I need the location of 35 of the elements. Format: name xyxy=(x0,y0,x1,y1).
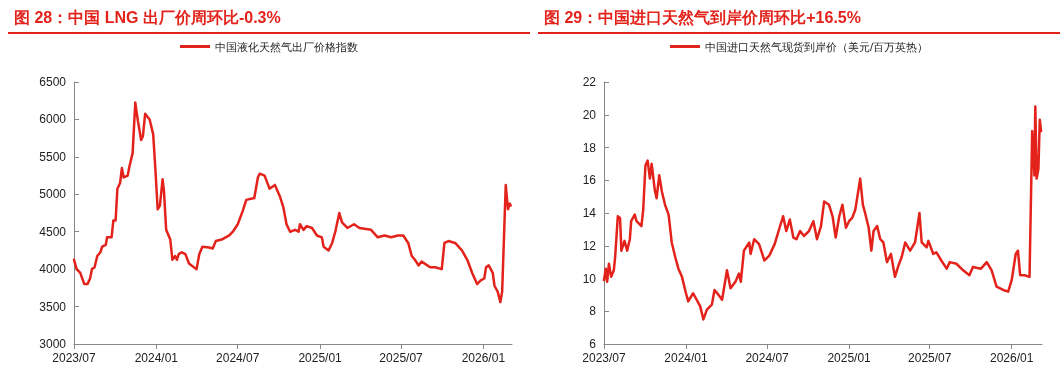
y-tick-label: 14 xyxy=(582,206,597,220)
x-tick-label: 2025/07 xyxy=(379,351,424,365)
y-tick-label: 5500 xyxy=(39,149,67,164)
y-tick-label: 4000 xyxy=(39,262,67,277)
x-tick-label: 2024/07 xyxy=(745,351,790,365)
y-tick-label: 3000 xyxy=(39,337,67,351)
y-tick-label: 18 xyxy=(582,140,597,155)
y-tick-label: 6000 xyxy=(39,112,67,127)
x-tick-label: 2024/01 xyxy=(664,351,708,365)
legend-label: 中国液化天然气出厂价格指数 xyxy=(215,40,358,53)
y-tick-label: 8 xyxy=(589,304,597,319)
x-tick-label: 2025/01 xyxy=(827,351,872,365)
x-tick-label: 2023/07 xyxy=(582,351,627,365)
y-tick-label: 6500 xyxy=(39,75,67,89)
chart-title: 图 29：中国进口天然气到岸价周环比+16.5% xyxy=(538,8,1060,34)
y-tick-label: 10 xyxy=(582,271,597,286)
x-tick-label: 2026/01 xyxy=(990,351,1034,365)
y-tick-label: 20 xyxy=(582,107,597,122)
y-tick-label: 3500 xyxy=(39,299,67,314)
chart-title: 图 28：中国 LNG 出厂价周环比-0.3% xyxy=(8,8,530,34)
legend-label: 中国进口天然气现货到岸价（美元/百万英热） xyxy=(704,40,929,53)
y-tick-label: 12 xyxy=(582,238,597,253)
y-tick-label: 22 xyxy=(582,75,597,89)
line-series xyxy=(602,105,1043,321)
y-tick-label: 5000 xyxy=(39,187,67,202)
y-tick-label: 4500 xyxy=(39,224,67,239)
line-series xyxy=(72,101,512,304)
x-tick-label: 2023/07 xyxy=(52,351,97,365)
x-tick-label: 2025/01 xyxy=(298,351,343,365)
x-tick-label: 2024/07 xyxy=(216,351,260,365)
y-tick-label: 6 xyxy=(589,337,597,351)
y-tick-label: 16 xyxy=(582,173,597,188)
x-tick-label: 2024/01 xyxy=(134,351,179,365)
x-tick-label: 2026/01 xyxy=(461,351,506,365)
x-tick-label: 2025/07 xyxy=(908,351,952,365)
